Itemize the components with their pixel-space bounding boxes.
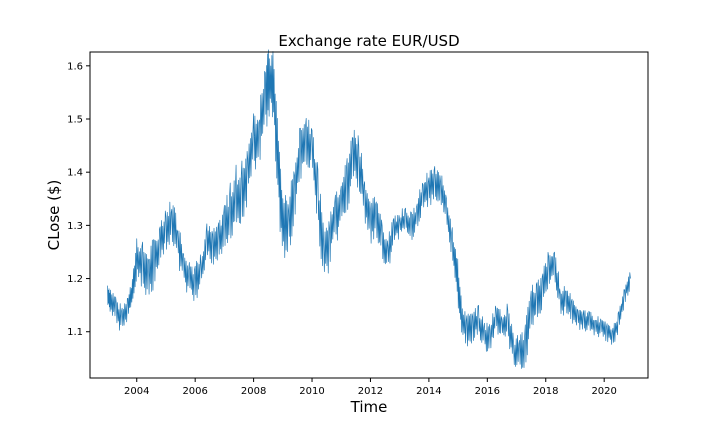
- plot-area: [107, 49, 631, 369]
- x-tick-label: 2012: [358, 386, 383, 397]
- x-tick-label: 2008: [241, 386, 266, 397]
- y-tick-label: 1.5: [67, 115, 83, 126]
- y-tick-label: 1.4: [67, 168, 83, 179]
- x-axis: 2004 2006 2008 2010 2012 2014 2016 2018 2020: [124, 378, 617, 397]
- chart-title: Exchange rate EUR/USD: [278, 32, 459, 50]
- x-tick-label: 2020: [591, 386, 616, 397]
- x-tick-label: 2006: [182, 386, 207, 397]
- x-tick-label: 2014: [416, 386, 441, 397]
- x-axis-title: Time: [350, 398, 388, 416]
- plot-frame: [89, 51, 649, 379]
- y-axis: 1.1 1.2 1.3 1.4 1.5 1.6: [67, 61, 90, 338]
- y-axis-title: CLose ($): [45, 180, 63, 251]
- x-tick-label: 2010: [299, 386, 324, 397]
- x-tick-label: 2004: [124, 386, 149, 397]
- series-line: [107, 49, 631, 369]
- y-tick-label: 1.2: [67, 274, 83, 285]
- x-tick-label: 2018: [533, 386, 558, 397]
- y-tick-label: 1.3: [67, 221, 83, 232]
- y-tick-label: 1.1: [67, 327, 83, 338]
- y-tick-label: 1.6: [67, 61, 83, 72]
- x-tick-label: 2016: [475, 386, 500, 397]
